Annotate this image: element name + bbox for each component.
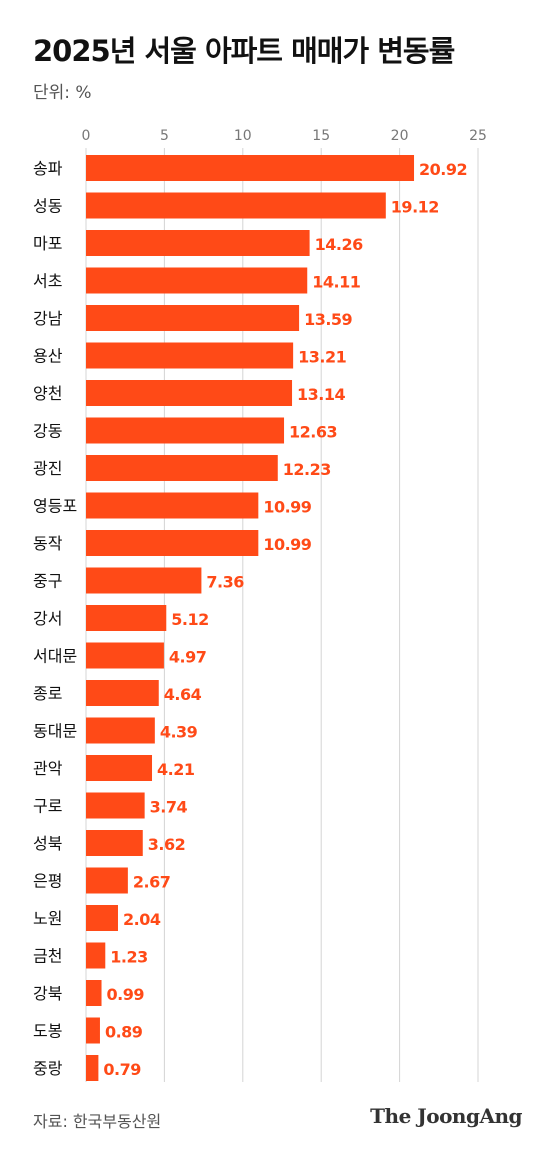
bar-value-label: 19.12	[391, 198, 439, 217]
category-label: 구로	[33, 797, 62, 816]
bar-value-label: 0.89	[105, 1023, 143, 1042]
bar	[86, 605, 167, 631]
bar-value-label: 0.99	[107, 985, 145, 1004]
category-label: 서대문	[33, 647, 77, 666]
category-label: 노원	[33, 909, 62, 928]
bar-value-label: 14.26	[315, 235, 363, 254]
category-label: 송파	[33, 159, 63, 178]
x-tick-label: 5	[160, 128, 169, 144]
bar-value-label: 20.92	[419, 160, 467, 179]
category-label: 용산	[33, 347, 63, 366]
bar	[86, 567, 202, 594]
category-label: 성북	[33, 834, 62, 853]
x-tick-label: 20	[391, 128, 409, 144]
category-label: 강북	[33, 984, 62, 1003]
category-label: 은평	[33, 872, 62, 891]
bar-value-label: 12.23	[283, 460, 331, 479]
category-label: 도봉	[33, 1022, 62, 1041]
bar-value-label: 3.74	[150, 798, 188, 817]
bar	[86, 642, 164, 669]
bar	[86, 755, 153, 781]
bar-value-label: 4.64	[164, 685, 202, 704]
chart-title: 2025년 서울 아파트 매매가 변동률	[33, 34, 455, 68]
x-tick-label: 15	[312, 128, 330, 144]
bar-value-label: 2.67	[133, 873, 170, 892]
bar	[86, 942, 106, 969]
x-tick-label: 10	[234, 128, 252, 144]
bar	[86, 830, 143, 856]
x-tick-label: 0	[82, 128, 91, 144]
category-label: 양천	[33, 384, 62, 403]
bar-value-label: 0.79	[103, 1060, 141, 1079]
bar-value-label: 13.21	[298, 348, 346, 367]
publisher-logo: The JoongAng	[370, 1104, 522, 1128]
bar	[86, 1055, 99, 1081]
category-label: 성동	[33, 197, 62, 216]
category-label: 동대문	[33, 722, 77, 741]
bar-value-label: 14.11	[312, 273, 360, 292]
category-label: 광진	[33, 459, 62, 478]
bar	[86, 905, 118, 931]
bar	[86, 455, 278, 481]
bar-value-label: 4.39	[160, 723, 198, 742]
category-label: 동작	[33, 534, 63, 553]
category-label: 강동	[33, 422, 62, 441]
bar	[86, 267, 308, 294]
category-label: 영등포	[33, 497, 77, 516]
category-label: 중랑	[33, 1059, 63, 1078]
x-tick-label: 25	[469, 128, 487, 144]
category-label: 강남	[33, 309, 63, 328]
bar	[86, 230, 310, 256]
category-label: 서초	[33, 272, 62, 291]
bar-value-label: 3.62	[148, 835, 185, 854]
bar	[86, 492, 259, 519]
bar	[86, 980, 102, 1006]
bar	[86, 530, 259, 556]
bar	[86, 192, 386, 219]
bar	[86, 867, 128, 894]
bar	[86, 417, 285, 444]
bar	[86, 380, 293, 406]
bar-value-label: 13.14	[297, 385, 345, 404]
bar	[86, 342, 294, 369]
bar-value-label: 2.04	[123, 910, 161, 929]
bar-value-label: 1.23	[110, 948, 147, 967]
bar	[86, 792, 145, 819]
bar-value-label: 5.12	[171, 610, 208, 629]
source-note: 자료: 한국부동산원	[33, 1112, 162, 1131]
bar	[86, 717, 155, 744]
category-label: 강서	[33, 609, 62, 628]
category-label: 금천	[33, 947, 62, 966]
bar	[86, 305, 300, 331]
bar-value-label: 12.63	[289, 423, 337, 442]
bar-value-label: 4.97	[169, 648, 206, 667]
bar-value-label: 10.99	[263, 535, 311, 554]
bar	[86, 155, 415, 181]
bar-value-label: 10.99	[263, 498, 311, 517]
category-label: 관악	[33, 759, 63, 778]
unit-label: 단위: %	[33, 83, 92, 103]
bar	[86, 680, 159, 706]
bar	[86, 1017, 100, 1044]
bar-value-label: 4.21	[157, 760, 195, 779]
bar-value-label: 7.36	[206, 573, 244, 592]
category-label: 중구	[33, 572, 62, 591]
category-label: 마포	[33, 234, 62, 253]
category-label: 종로	[33, 684, 62, 703]
bar-value-label: 13.59	[304, 310, 352, 329]
